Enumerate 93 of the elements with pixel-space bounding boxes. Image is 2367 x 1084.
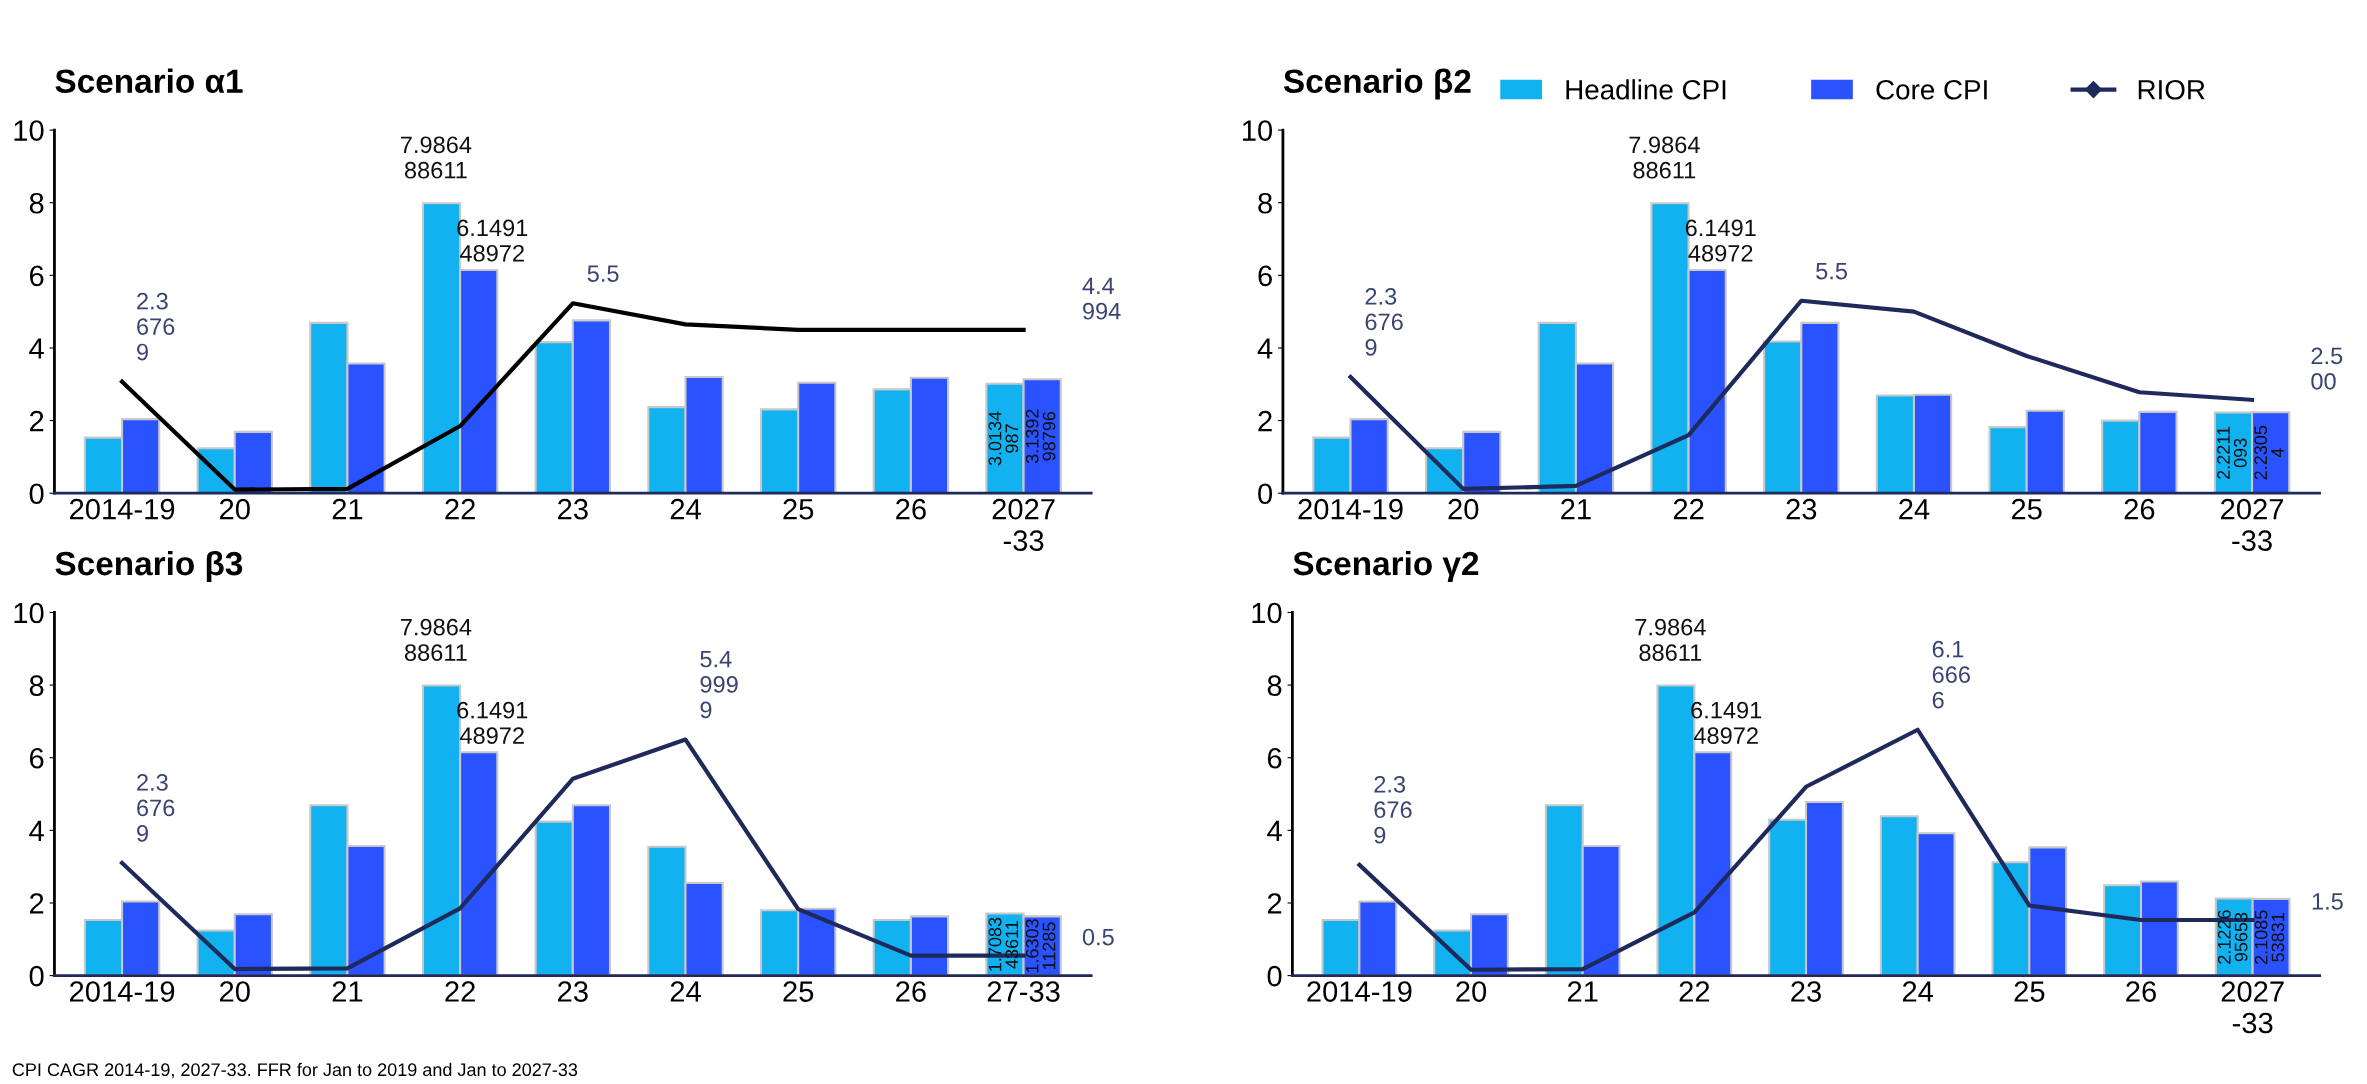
x-tick-label: 2014-19 xyxy=(1298,498,1403,520)
legend-label: Core CPI xyxy=(1876,79,1987,100)
x-tick-label: 21 xyxy=(1567,981,1598,1002)
x-tick-label: 2027-33 xyxy=(2221,981,2284,1034)
x-tick-label: 20 xyxy=(1456,981,1487,1002)
x-tick-label: 23 xyxy=(558,981,588,1002)
legend-label: Headline CPI xyxy=(1566,79,1726,100)
annotation: 2.36769 xyxy=(1365,288,1403,356)
x-tick-label: 26 xyxy=(896,498,926,520)
y-tick-label: 0 xyxy=(1267,965,1282,987)
y-tick-label: 4 xyxy=(1257,338,1273,359)
annotation: 5.5 xyxy=(587,265,619,282)
y-tick-label: 6 xyxy=(29,747,44,769)
y-tick-label: 2 xyxy=(29,410,44,432)
line-series xyxy=(1357,727,2255,972)
y-tick-label: 10 xyxy=(14,120,44,141)
data-label: 3.0134987 xyxy=(988,411,1019,466)
x-tick-label: 25 xyxy=(2014,981,2045,1002)
x-tick-label: 21 xyxy=(1561,498,1591,520)
x-tick-label: 24 xyxy=(1899,498,1930,520)
y-tick-label: 4 xyxy=(1267,820,1282,841)
x-tick-label: 25 xyxy=(783,498,814,520)
data-label: 7.986488611 xyxy=(1629,136,1700,179)
y-tick-label: 8 xyxy=(1258,192,1272,214)
x-tick-label: 25 xyxy=(2011,498,2042,520)
x-tick-label: 22 xyxy=(1673,498,1704,520)
y-tick-label: 8 xyxy=(29,192,44,214)
annotation: 6.16666 xyxy=(1932,640,1970,709)
data-label: 2.23054 xyxy=(2254,425,2284,480)
y-tick-label: 0 xyxy=(29,483,44,505)
chart-title: Scenario β3 xyxy=(55,550,243,582)
x-tick-label: 22 xyxy=(445,981,475,1002)
y-tick-label: 4 xyxy=(29,338,44,359)
data-label: 2.108553831 xyxy=(2254,910,2285,965)
legend-label: RIOR xyxy=(2138,79,2205,100)
annotation: 0.5 xyxy=(1082,928,1114,946)
y-tick-label: 2 xyxy=(1258,410,1272,432)
y-tick-label: 8 xyxy=(29,675,44,696)
y-tick-label: 2 xyxy=(29,893,44,914)
x-tick-label: 21 xyxy=(332,498,363,520)
x-tick-label: 24 xyxy=(670,498,701,520)
x-tick-label: 23 xyxy=(1791,981,1821,1002)
x-tick-label: 22 xyxy=(445,498,475,520)
x-tick-label: 26 xyxy=(896,981,926,1002)
x-tick-label: 24 xyxy=(1902,981,1934,1002)
x-tick-label: 25 xyxy=(783,981,814,1002)
data-label: 1.708343611 xyxy=(988,917,1019,971)
x-tick-label: 26 xyxy=(2126,981,2156,1002)
y-tick-label: 6 xyxy=(1258,265,1272,287)
y-tick-label: 10 xyxy=(1242,120,1273,141)
annotation: 2.36769 xyxy=(137,292,175,361)
data-label: 7.986488611 xyxy=(401,136,472,179)
chart-title: Scenario β2 xyxy=(1283,68,1471,100)
x-tick-label: 23 xyxy=(1786,498,1817,520)
data-label: 7.986488611 xyxy=(401,618,472,661)
y-tick-label: 6 xyxy=(1267,747,1282,769)
y-tick-label: 4 xyxy=(29,820,44,841)
data-label: 1.630311285 xyxy=(1025,919,1056,973)
annotation: 4.4994 xyxy=(1082,277,1121,320)
x-tick-label: 26 xyxy=(2124,498,2155,520)
annotation: 2.36769 xyxy=(137,774,175,842)
text: CPI CAGR 2014-19, 2027-33. FFR for Jan to 2019 and Jan to 2027-33 xyxy=(12,1062,578,1079)
x-tick-label: 24 xyxy=(670,981,701,1002)
x-tick-label: 2027-33 xyxy=(992,498,1055,551)
chart-title: Scenario α1 xyxy=(55,68,243,94)
y-tick-label: 10 xyxy=(14,602,44,624)
data-label: 2.122695653 xyxy=(2217,910,2248,964)
x-tick-label: 27-33 xyxy=(987,981,1060,1002)
y-tick-label: 2 xyxy=(1267,893,1282,914)
x-tick-label: 2014-19 xyxy=(1307,981,1412,1002)
y-tick-label: 0 xyxy=(29,965,44,987)
chart-title: Scenario γ2 xyxy=(1293,550,1479,582)
data-label: 7.986488611 xyxy=(1635,618,1706,661)
annotation: 2.500 xyxy=(2311,347,2343,390)
x-tick-label: 21 xyxy=(332,981,363,1002)
annotation: 2.36769 xyxy=(1374,775,1412,844)
x-tick-label: 2027-33 xyxy=(2221,498,2284,551)
x-tick-label: 23 xyxy=(558,498,588,520)
data-label: 2.2211093 xyxy=(2217,426,2247,479)
y-tick-label: 0 xyxy=(1258,483,1273,505)
x-tick-label: 2014-19 xyxy=(70,498,175,520)
y-tick-label: 8 xyxy=(1267,675,1282,696)
data-label: 3.139298796 xyxy=(1025,409,1056,464)
y-tick-label: 6 xyxy=(29,265,44,287)
annotation: 1.5 xyxy=(2312,893,2343,910)
x-tick-label: 2014-19 xyxy=(70,981,175,1002)
y-tick-label: 10 xyxy=(1252,602,1282,624)
x-tick-label: 20 xyxy=(219,981,250,1002)
annotation: 5.5 xyxy=(1816,262,1848,280)
x-tick-label: 22 xyxy=(1679,981,1710,1002)
x-tick-label: 20 xyxy=(1448,498,1479,520)
x-tick-label: 20 xyxy=(219,498,250,520)
annotation: 5.49999 xyxy=(700,650,738,719)
